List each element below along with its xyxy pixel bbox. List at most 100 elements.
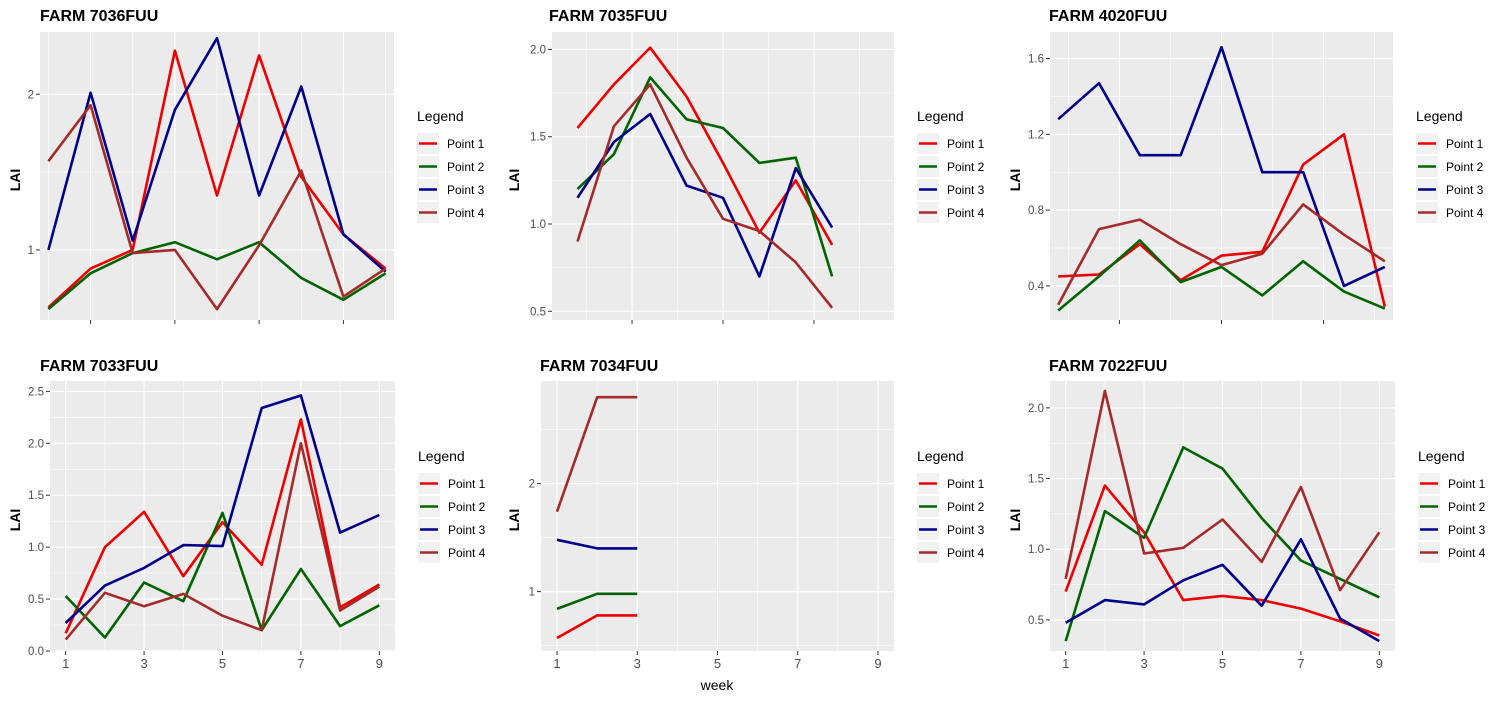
y-axis-label: LAI [1007,169,1023,192]
panel-3: 0.4 0.8 1.2 1.6 FARM 4020FUU LAI Legend Point 1… [1007,8,1484,324]
y-tick-label: 0.8 [1028,205,1044,217]
panel-2: 0.5 1.0 1.5 2.0 FARM 7035FUU LAI Legend Point 1… [506,8,985,324]
legend-entry: Point 3 [947,183,985,197]
legend-entry: Point 2 [1448,500,1486,514]
legend-entry: Point 3 [447,183,485,197]
x-tick-label: 3 [1140,656,1147,671]
x-tick-label: 3 [140,656,147,671]
legend-title: Legend [1418,448,1465,464]
x-tick-label: 5 [219,656,226,671]
series-line-point-3 [64,394,380,624]
legend-title: Legend [418,448,465,464]
legend-entry: Point 2 [947,160,985,174]
legend-entry: Point 4 [448,546,486,560]
series-line-point-4 [576,83,834,309]
legend-title: Legend [1416,108,1463,124]
series-line-point-4 [1057,203,1386,306]
x-tick-label: 9 [1376,656,1383,671]
series-line-point-3 [576,112,834,278]
series-line-point-2 [556,592,638,611]
legend-entry: Point 1 [448,477,486,491]
x-tick-label: 1 [1062,656,1069,671]
x-tick-label: 7 [1297,656,1304,671]
x-tick-label: 3 [634,656,641,671]
panel-title: FARM 7035FUU [549,8,667,25]
x-tick-label: 9 [874,656,881,671]
y-tick-label: 0.5 [1028,615,1044,627]
legend-entry: Point 2 [1446,160,1484,174]
y-tick-label: 2.0 [530,44,546,56]
x-tick-label: 5 [1219,656,1226,671]
legend-entry: Point 1 [1448,477,1486,491]
legend-entry: Point 4 [947,546,985,560]
legend-entry: Point 2 [947,500,985,514]
legend-entry: Point 1 [947,137,985,151]
y-axis-label: LAI [506,509,522,532]
series-line-point-3 [1057,45,1386,288]
y-tick-label: 1.5 [1028,474,1044,486]
legend-entry: Point 4 [1446,206,1484,220]
y-axis-label: LAI [1007,509,1023,532]
y-tick-label: 2.5 [28,386,44,398]
panel-4: 0.0 0.5 1.0 1.5 2.0 2.5 1 3 5 7 9 FARM 7033FUU LAI Le… [7,358,486,671]
x-tick-label: 7 [297,656,304,671]
legend-entry: Point 3 [947,523,985,537]
panel-1: 1 2 FARM 7036FUU LAI Legend Point 1 Point 2 Poi… [7,8,485,324]
y-tick-label: 1.5 [530,132,546,144]
y-axis-label: LAI [506,169,522,192]
series-line-point-4 [64,441,380,641]
series-line-point-4 [47,103,387,311]
panel-5: 1 2 1 3 5 7 9 FARM 7034FUU LAI Legend Point 1 Point… [506,358,985,671]
y-tick-label: 1 [28,245,34,257]
legend-entry: Point 3 [1448,523,1486,537]
y-tick-label: 0.5 [28,594,44,606]
x-axis-label: week [700,677,735,693]
y-tick-label: 1.5 [28,490,44,502]
series-line-point-1 [64,418,380,634]
y-axis-label: LAI [7,169,23,192]
series-line-point-2 [576,76,834,277]
legend-entry: Point 1 [1446,137,1484,151]
legend-entry: Point 3 [1446,183,1484,197]
y-tick-label: 2.0 [28,438,44,450]
y-tick-label: 0.4 [1028,281,1045,293]
y-tick-label: 1.2 [1028,129,1044,141]
y-tick-label: 0.5 [530,306,546,318]
series-line-point-4 [555,395,638,513]
legend-entry: Point 1 [447,137,485,151]
x-tick-label: 1 [553,656,560,671]
x-tick-label: 5 [714,656,721,671]
series-line-point-3 [47,36,387,273]
panel-6: 0.5 1.0 1.5 2.0 1 3 5 7 9 FARM 7022FUU LAI Legend Po… [1007,358,1486,671]
series-line-point-3 [1065,537,1380,643]
y-tick-label: 1.6 [1028,54,1044,66]
x-tick-label: 1 [62,656,69,671]
series-line-point-2 [1057,239,1386,312]
x-tick-label: 7 [794,656,801,671]
x-tick-label: 9 [376,656,383,671]
panel-title: FARM 7034FUU [540,358,658,375]
y-tick-label: 0.0 [28,646,44,658]
y-tick-label: 1 [529,587,535,599]
series-line-point-1 [556,614,638,640]
legend-entry: Point 3 [448,523,486,537]
series-line-point-2 [47,240,387,311]
legend-entry: Point 2 [447,160,485,174]
series-line-point-2 [64,511,380,639]
legend-title: Legend [917,108,964,124]
legend-entry: Point 2 [448,500,486,514]
legend-entry: Point 1 [947,477,985,491]
y-axis-label: LAI [7,509,23,532]
panel-title: FARM 7033FUU [40,358,158,375]
y-tick-label: 2 [529,479,535,491]
panel-title: FARM 7036FUU [40,8,158,25]
panel-title: FARM 4020FUU [1049,8,1167,25]
y-tick-label: 1.0 [1028,544,1044,556]
y-tick-label: 1.0 [28,542,44,554]
series-line-point-3 [556,538,638,550]
y-tick-label: 2 [28,89,34,101]
legend-title: Legend [417,108,464,124]
series-line-point-1 [47,49,387,309]
